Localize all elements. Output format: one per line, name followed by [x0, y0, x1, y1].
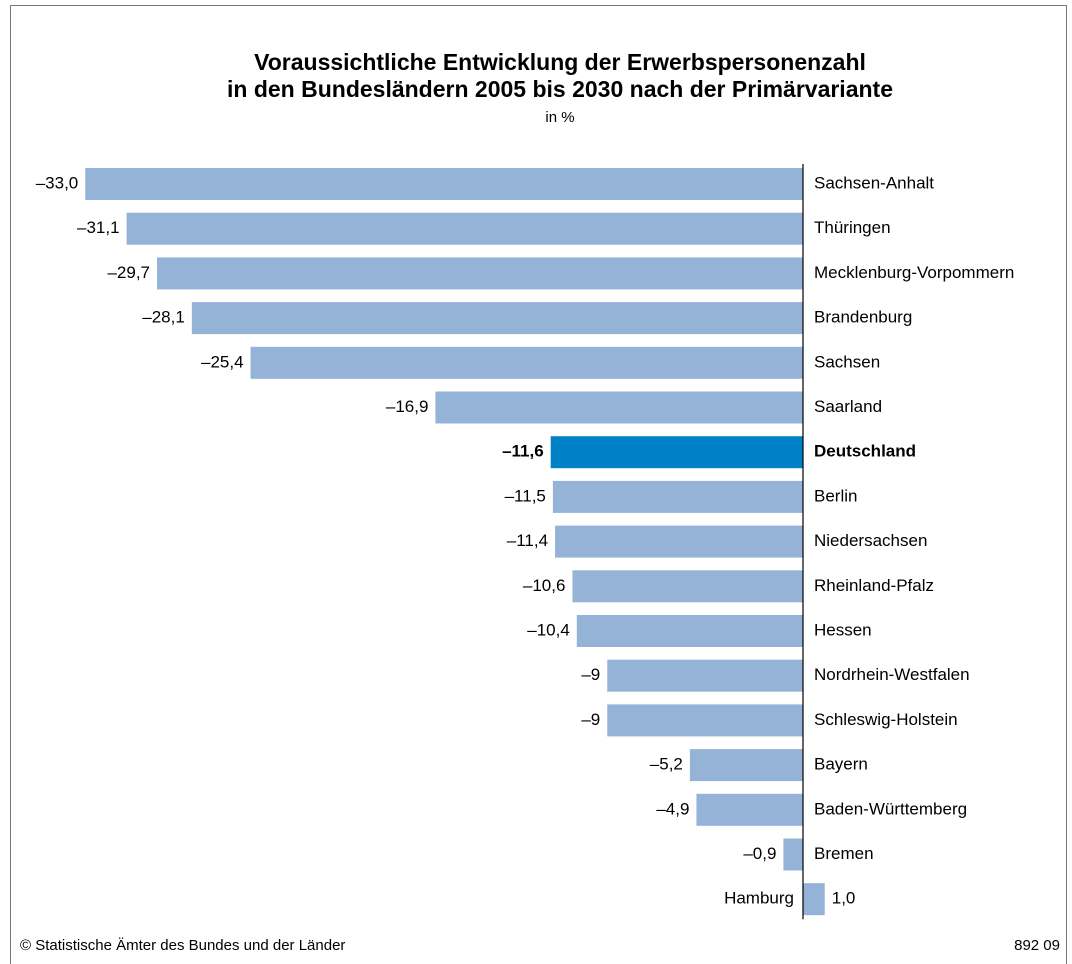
bar	[696, 793, 803, 826]
category-label: Deutschland	[814, 442, 916, 461]
bar	[126, 212, 803, 245]
category-label: Niedersachsen	[814, 531, 927, 550]
value-label: –10,4	[527, 620, 570, 639]
value-label: –11,5	[505, 486, 546, 505]
category-label: Schleswig-Holstein	[814, 710, 958, 729]
value-label: –25,4	[201, 352, 244, 371]
frame	[10, 5, 1067, 964]
bar	[689, 749, 803, 782]
bar	[555, 525, 803, 558]
category-label: Nordrhein-Westfalen	[814, 665, 970, 684]
bar	[552, 480, 803, 513]
value-label: –28,1	[142, 308, 185, 327]
value-label: –5,2	[650, 755, 683, 774]
category-label: Bayern	[814, 755, 868, 774]
category-label: Mecklenburg-Vorpommern	[814, 263, 1014, 282]
value-label: –11,4	[507, 531, 548, 550]
bar	[157, 257, 803, 290]
bar	[85, 168, 803, 200]
chart-title: Voraussichtliche Entwicklung der Erwerbs…	[254, 49, 866, 75]
value-label: –10,6	[523, 576, 566, 595]
value-label: –4,9	[656, 799, 689, 818]
category-label: Baden-Württemberg	[814, 799, 967, 818]
category-label: Hessen	[814, 620, 872, 639]
subtitle: in %	[545, 109, 574, 126]
category-label: Rheinland-Pfalz	[814, 576, 934, 595]
bar	[803, 883, 825, 916]
category-label: Brandenburg	[814, 308, 912, 327]
value-label: –33,0	[36, 173, 79, 192]
code: 892 09	[1014, 937, 1060, 954]
category-label: Thüringen	[814, 218, 891, 237]
bar	[607, 704, 803, 737]
bar	[607, 659, 803, 692]
bar	[783, 838, 803, 871]
value-label: –11,6	[502, 442, 544, 461]
category-label: Saarland	[814, 397, 882, 416]
bar	[576, 615, 803, 647]
value-label: –31,1	[77, 218, 120, 237]
bar	[550, 436, 803, 469]
bar	[191, 302, 803, 335]
value-label: 1,0	[832, 889, 856, 908]
value-label: –16,9	[386, 397, 429, 416]
value-label: –29,7	[107, 263, 150, 282]
bar	[435, 391, 803, 424]
chart-title-line2: in den Bundesländern 2005 bis 2030 nach …	[227, 76, 893, 102]
source: © Statistische Ämter des Bundes und der …	[20, 937, 345, 954]
value-label: –0,9	[743, 844, 776, 863]
category-label: Hamburg	[724, 889, 794, 908]
category-label: Bremen	[814, 844, 874, 863]
category-label: Sachsen-Anhalt	[814, 173, 934, 192]
value-label: –9	[581, 665, 600, 684]
value-label: –9	[581, 710, 600, 729]
bar	[572, 570, 803, 603]
bar	[250, 346, 804, 379]
category-label: Sachsen	[814, 352, 880, 371]
category-label: Berlin	[814, 486, 857, 505]
